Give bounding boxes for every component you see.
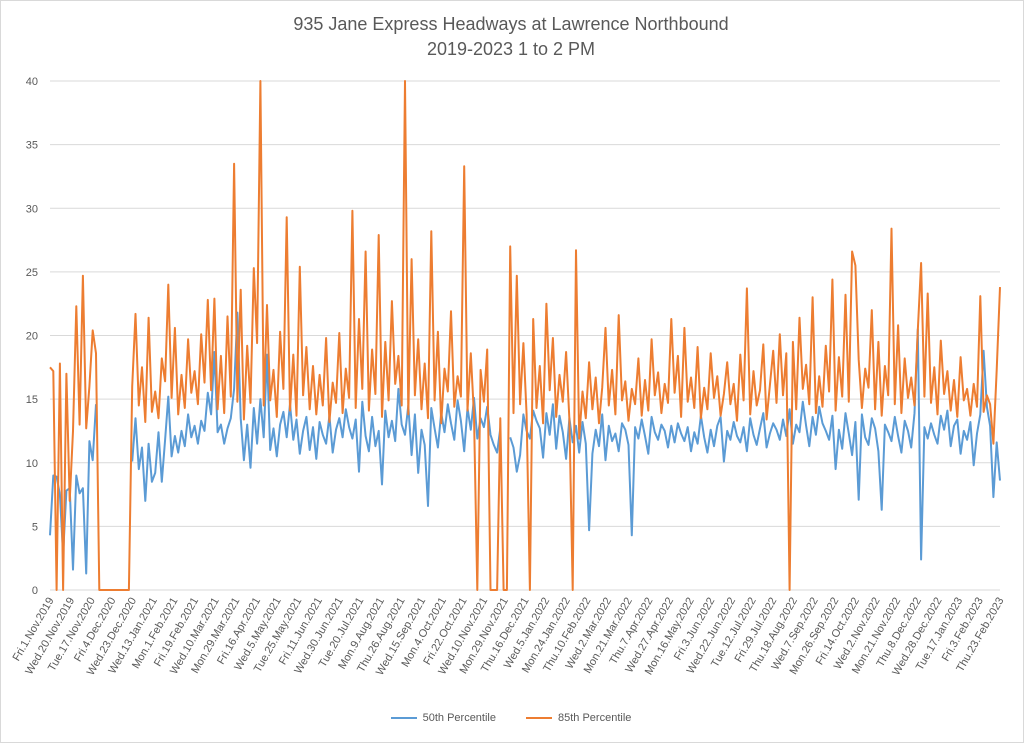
y-tick-label: 25: [26, 267, 38, 279]
y-tick-label: 20: [26, 331, 38, 343]
y-tick-label: 5: [32, 521, 38, 533]
y-tick-label: 10: [26, 458, 38, 470]
chart-subtitle: 2019-2023 1 to 2 PM: [426, 39, 596, 59]
y-tick-label: 15: [26, 394, 38, 406]
legend-swatch-85th: [526, 717, 552, 719]
y-tick-label: 0: [32, 585, 38, 597]
legend-label-85th: 85th Percentile: [558, 712, 632, 724]
chart-title: 935 Jane Express Headways at Lawrence No…: [293, 14, 729, 34]
y-tick-label: 40: [26, 76, 38, 88]
legend-item-50th: 50th Percentile: [390, 712, 496, 724]
legend: 50th Percentile 85th Percentile: [0, 712, 1022, 724]
legend-item-85th: 85th Percentile: [526, 712, 631, 724]
y-tick-label: 30: [26, 203, 38, 215]
legend-swatch-50th: [390, 717, 417, 719]
legend-label-50th: 50th Percentile: [422, 712, 496, 724]
y-tick-label: 35: [26, 140, 38, 152]
series-line-85th: [49, 80, 1001, 591]
